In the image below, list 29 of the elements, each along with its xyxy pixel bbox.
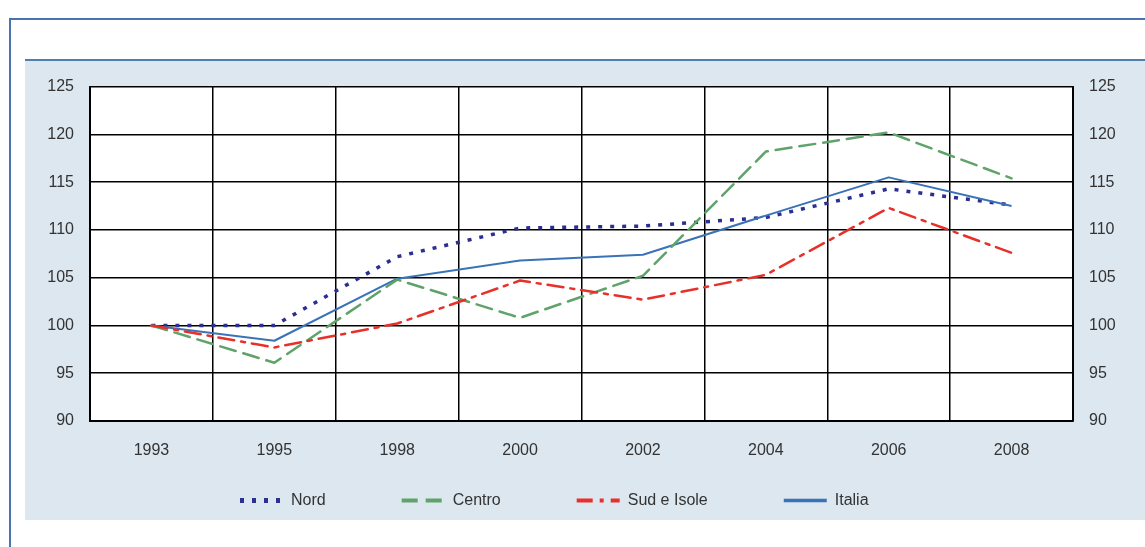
- x-tick-label: 2006: [870, 441, 907, 459]
- x-tick-label: 2000: [502, 441, 538, 459]
- x-tick-label: 2002: [625, 441, 661, 459]
- legend-label: Nord: [291, 490, 326, 508]
- y2-tick-label: 100: [1089, 315, 1116, 333]
- legend-label: Centro: [452, 490, 501, 508]
- y-tick-label: 90: [56, 411, 75, 429]
- x-tick-label: 1998: [379, 441, 416, 459]
- y2-tick-label: 115: [1089, 172, 1115, 190]
- y2-tick-label: 105: [1089, 268, 1116, 286]
- y2-tick-label: 125: [1089, 77, 1116, 95]
- y2-tick-label: 95: [1089, 363, 1107, 381]
- y-tick-label: 115: [48, 172, 75, 190]
- y2-tick-label: 110: [1089, 220, 1115, 238]
- x-tick-label: 1995: [256, 441, 293, 459]
- y-tick-label: 125: [47, 77, 75, 95]
- legend-label: Italia: [834, 490, 869, 508]
- x-tick-label: 1993: [133, 441, 170, 459]
- y-tick-label: 110: [48, 220, 75, 238]
- x-tick-label: 2008: [993, 441, 1030, 459]
- legend-label: Sud e Isole: [627, 490, 708, 508]
- y-tick-label: 105: [47, 268, 75, 286]
- x-tick-label: 2004: [748, 441, 784, 459]
- line-series: [150, 206, 1013, 349]
- y2-tick-label: 120: [1089, 124, 1116, 142]
- y-tick-label: 120: [47, 124, 75, 142]
- y-tick-label: 100: [47, 315, 75, 333]
- y-tick-label: 95: [56, 363, 75, 381]
- y2-tick-label: 90: [1089, 411, 1107, 429]
